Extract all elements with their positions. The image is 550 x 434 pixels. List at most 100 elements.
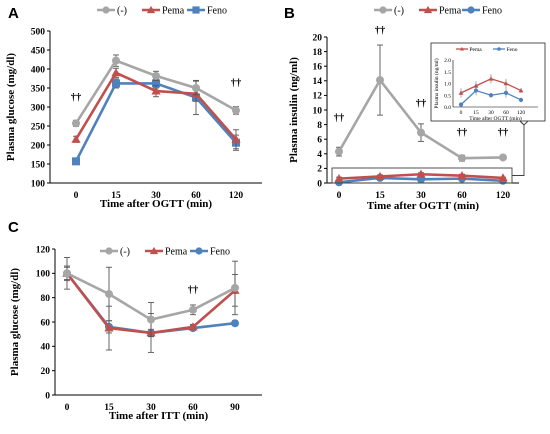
- y-tick-label: 150: [31, 160, 46, 170]
- y-tick-label: 100: [36, 270, 51, 280]
- inset-x-tick-label: 0: [460, 110, 463, 116]
- legend-label: Pema: [439, 6, 462, 17]
- y-tick-label: 450: [31, 46, 46, 56]
- data-point: [72, 157, 80, 166]
- y-tick-label: 0: [45, 391, 50, 401]
- y-tick-label: 80: [41, 294, 51, 304]
- inset-data-point: [503, 81, 509, 86]
- inset-y-tick-label: 1.0: [444, 82, 451, 88]
- legend-swatch-marker: [192, 6, 200, 14]
- significance-mark: ††: [188, 285, 199, 296]
- x-axis-label: Time after OGTT (min): [367, 200, 479, 212]
- x-axis-label: Time after ITT (min): [109, 410, 209, 422]
- data-point: [112, 79, 120, 88]
- x-tick-label: 90: [230, 403, 240, 413]
- inset-y-tick-label: 2.0: [444, 58, 451, 64]
- data-point: [416, 169, 426, 178]
- y-tick-label: 12: [313, 92, 323, 102]
- inset-legend-label: Pema: [470, 47, 483, 53]
- inset-data-point: [488, 76, 494, 81]
- data-point: [105, 290, 113, 299]
- y-axis-label: Plasma insulin (ng/ml): [288, 57, 300, 163]
- data-point: [376, 76, 384, 85]
- significance-mark: ††: [334, 113, 345, 124]
- x-axis-label: Time after OGTT (min): [100, 198, 212, 210]
- x-tick-label: 60: [191, 191, 201, 201]
- legend-label: Pema: [165, 247, 188, 258]
- inset-data-point: [473, 88, 479, 93]
- x-tick-label: 120: [229, 191, 244, 201]
- data-point: [375, 171, 385, 180]
- inset-x-axis-label: Time after OGTT (min): [469, 115, 522, 122]
- data-point: [458, 154, 466, 163]
- y-tick-label: 60: [41, 318, 51, 328]
- data-point: [232, 106, 240, 115]
- significance-mark: ††: [231, 78, 242, 89]
- data-point: [499, 153, 507, 162]
- data-point: [63, 269, 71, 278]
- legend-label: (-): [117, 6, 127, 17]
- legend-swatch-marker: [379, 6, 387, 14]
- inset-data-point: [488, 93, 494, 98]
- inset-y-tick-label: 0.0: [444, 105, 451, 111]
- legend-swatch-marker: [467, 6, 475, 14]
- data-point: [231, 319, 239, 328]
- x-tick-label: 120: [496, 191, 511, 201]
- significance-mark: ††: [375, 25, 386, 36]
- y-tick-label: 4: [317, 150, 322, 160]
- y-tick-label: 400: [31, 65, 46, 75]
- inset-data-point: [458, 90, 464, 95]
- legend: (-) Pema Feno: [100, 247, 230, 258]
- inset-legend-label: Feno: [507, 47, 518, 53]
- legend-swatch-marker: [423, 5, 433, 14]
- legend: (-) Pema Feno: [97, 6, 227, 17]
- y-tick-label: 250: [31, 122, 46, 132]
- inset-x-tick-label: 15: [473, 110, 479, 116]
- y-tick-label: 40: [41, 343, 51, 353]
- legend-label: (-): [120, 247, 130, 258]
- series-pema: [334, 169, 508, 183]
- data-point: [334, 174, 344, 183]
- y-tick-label: 20: [313, 33, 323, 43]
- inset-y-tick-label: 1.5: [444, 70, 451, 76]
- x-tick-label: 30: [146, 403, 156, 413]
- x-tick-label: 15: [375, 191, 385, 201]
- inset-x-tick-label: 60: [503, 110, 509, 116]
- series-control: [72, 54, 240, 128]
- legend-swatch-marker: [195, 247, 203, 255]
- legend-swatch-marker: [105, 247, 113, 255]
- y-tick-label: 10: [313, 106, 323, 116]
- y-tick-label: 8: [317, 121, 322, 131]
- x-tick-label: 60: [457, 191, 467, 201]
- data-point: [231, 283, 239, 292]
- data-point: [111, 68, 121, 77]
- y-tick-label: 20: [41, 367, 51, 377]
- y-tick-label: 6: [317, 136, 322, 146]
- data-point: [151, 86, 161, 95]
- data-point: [72, 119, 80, 128]
- legend-label: Feno: [210, 247, 230, 258]
- inset-legend-marker: [497, 47, 501, 51]
- panel-label: A: [8, 5, 19, 22]
- series-control: [335, 44, 507, 163]
- inset-x-tick-label: 30: [488, 110, 494, 116]
- x-tick-label: 60: [188, 403, 198, 413]
- y-axis-label: Plasma glucose (mg/dl): [9, 268, 21, 376]
- legend-label: (-): [394, 6, 404, 17]
- inset-x-tick-label: 120: [517, 110, 526, 116]
- data-point: [104, 323, 114, 332]
- x-tick-label: 0: [74, 191, 79, 201]
- inset-frame: [430, 42, 546, 122]
- data-point: [188, 322, 198, 331]
- x-tick-label: 30: [416, 191, 426, 201]
- inset-data-point: [473, 83, 479, 88]
- data-point: [189, 305, 197, 314]
- y-tick-label: 120: [36, 245, 51, 255]
- y-tick-label: 14: [313, 77, 323, 87]
- y-tick-label: 16: [313, 63, 323, 73]
- y-axis-label: Plasma glucose (mg/dl): [5, 53, 17, 161]
